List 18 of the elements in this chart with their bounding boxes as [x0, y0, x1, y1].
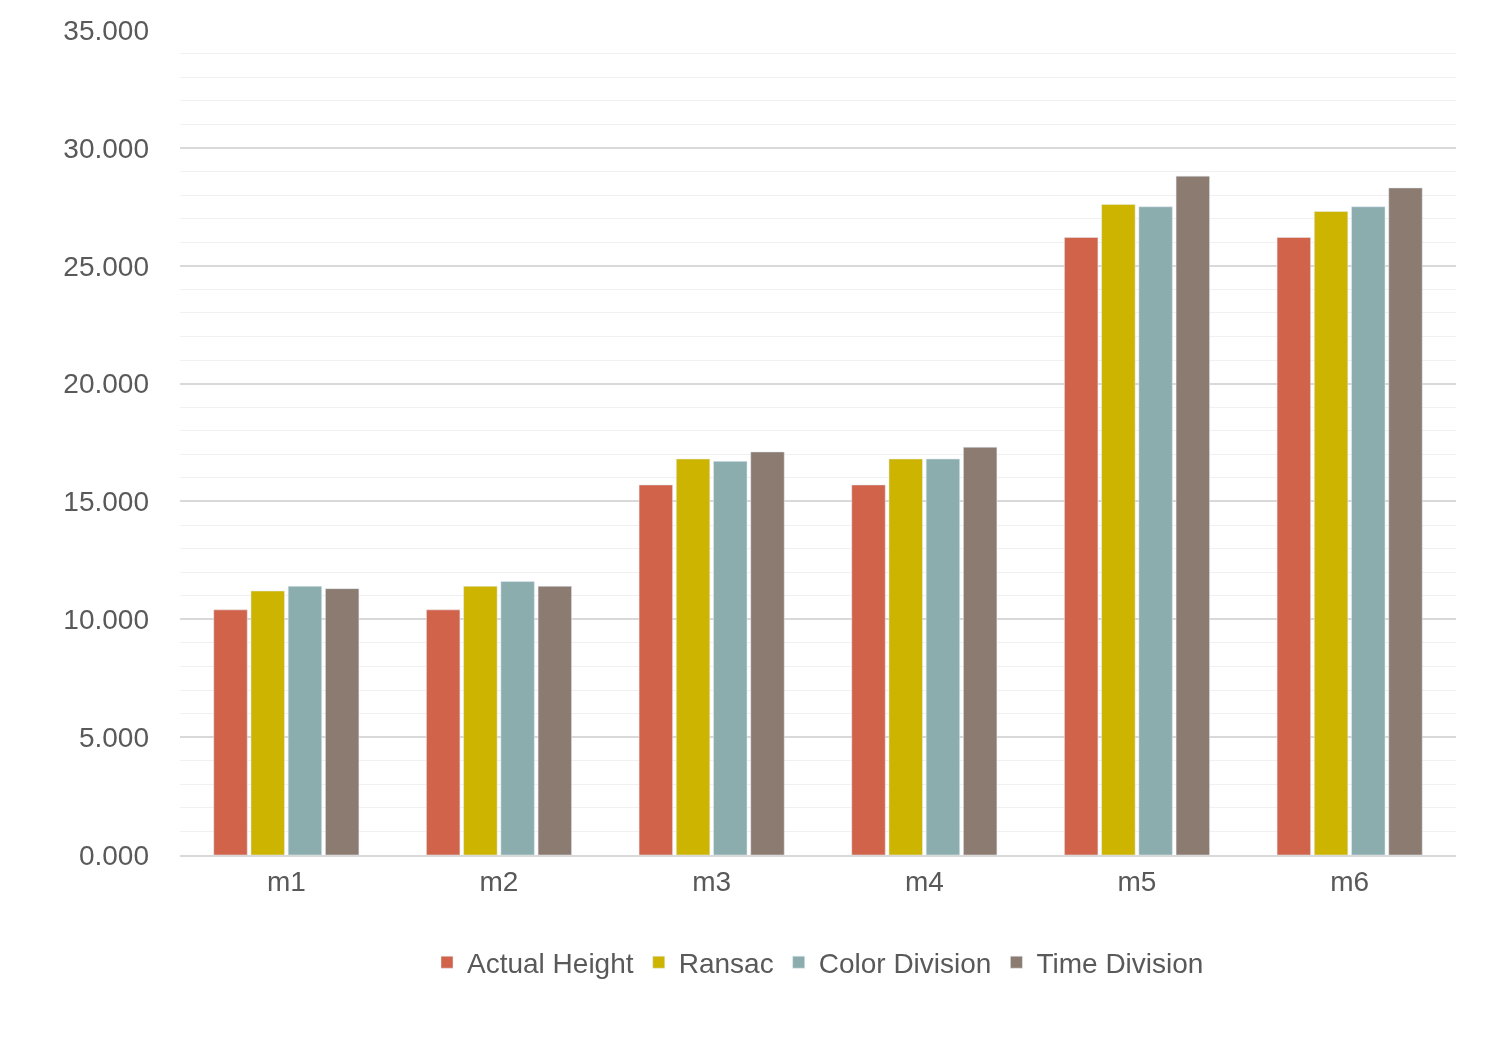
- x-tick-label: m3: [692, 865, 732, 897]
- y-tick-label: 25.000: [63, 250, 149, 282]
- legend-label: Color Division: [818, 948, 992, 980]
- legend-label: Ransac: [678, 948, 774, 980]
- x-tick-label: m6: [1330, 865, 1370, 897]
- y-tick-label: 30.000: [63, 132, 149, 164]
- y-tick-label: 0.000: [78, 839, 149, 871]
- x-tick-label: m5: [1117, 865, 1157, 897]
- y-tick-label: 5.000: [78, 721, 149, 753]
- x-tick-label: m1: [266, 865, 306, 897]
- y-tick-label: 35.000: [63, 14, 149, 46]
- legend-label: Actual Height: [467, 948, 634, 980]
- x-tick-label: m2: [479, 865, 519, 897]
- y-tick-label: 15.000: [63, 486, 149, 518]
- x-tick-label: m4: [904, 865, 944, 897]
- legend-label: Time Division: [1036, 948, 1204, 980]
- y-tick-label: 20.000: [63, 368, 149, 400]
- y-tick-label: 10.000: [63, 604, 149, 636]
